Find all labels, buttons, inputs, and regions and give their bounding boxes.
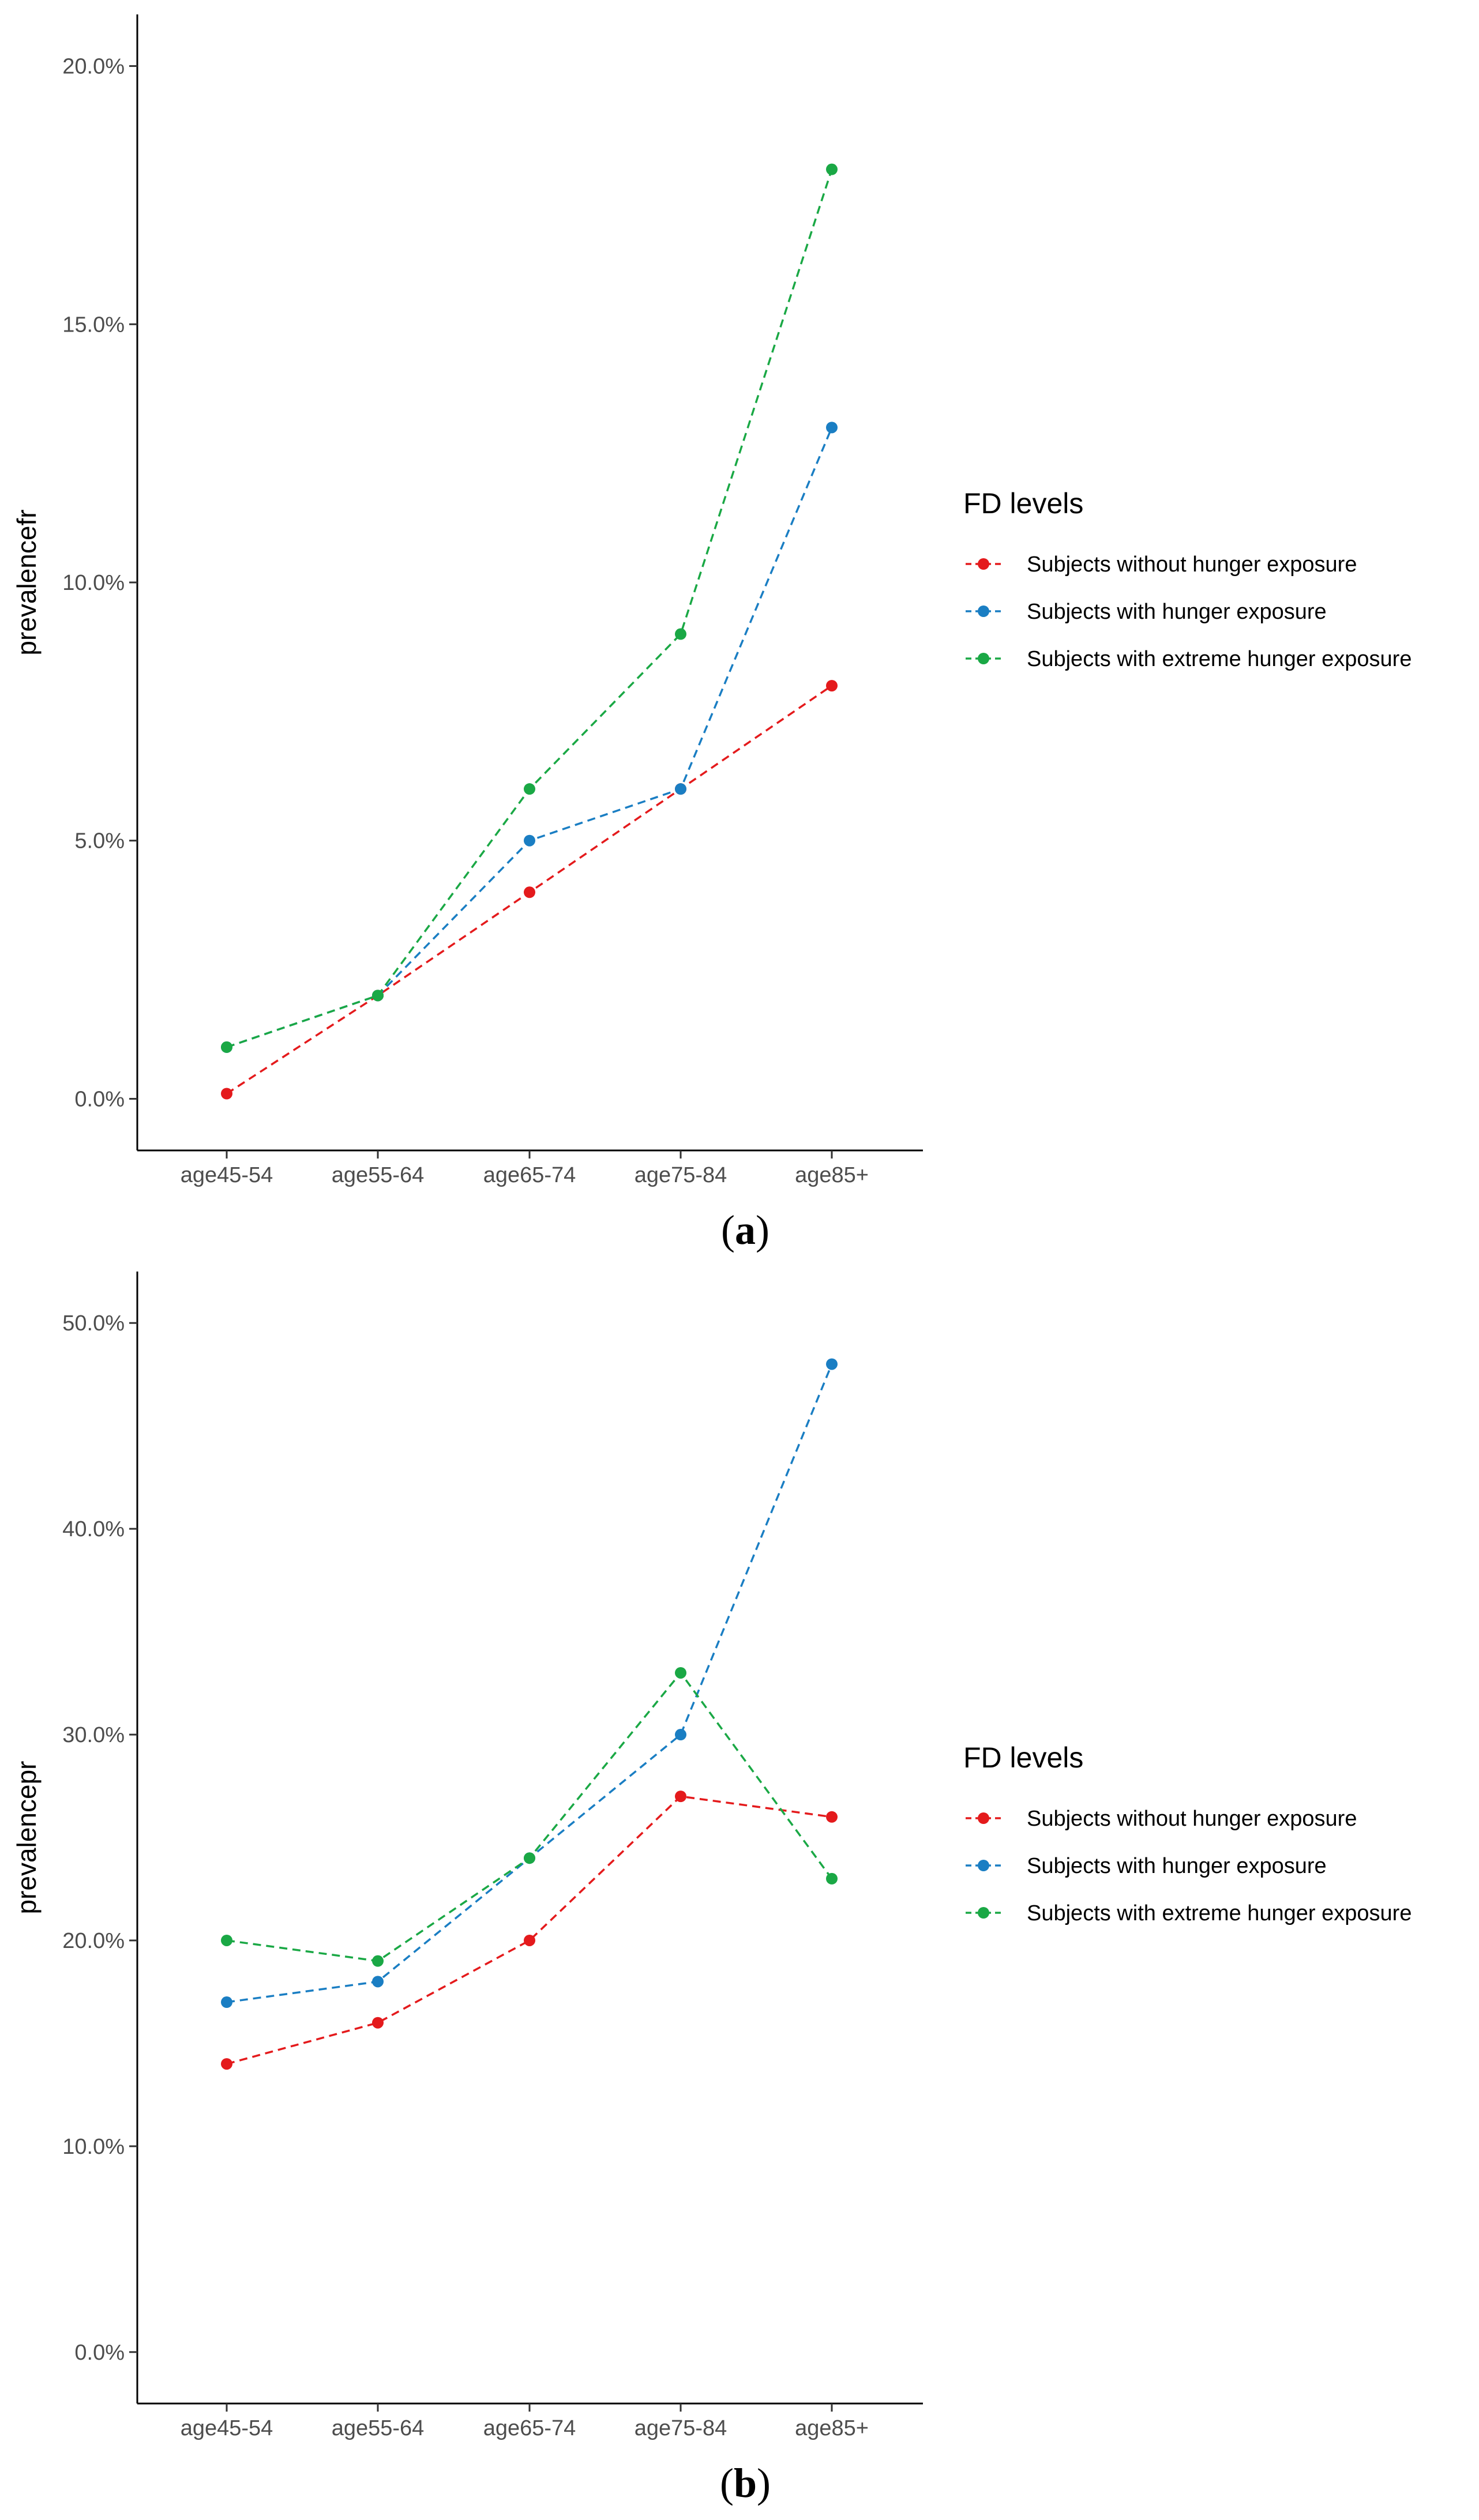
series-line: [226, 169, 833, 1048]
x-tick-label: age65-74: [483, 1163, 576, 1187]
x-tick-label: age45-54: [181, 1163, 273, 1187]
legend-entry-label: Subjects with extreme hunger exposure: [1027, 647, 1412, 671]
x-tick-label: age85+: [795, 1163, 869, 1187]
x-tick-label: age65-74: [483, 2416, 576, 2440]
data-point: [826, 163, 838, 175]
legend: FD levels Subjects without hunger exposur…: [963, 487, 1412, 671]
series-line: [226, 1795, 832, 2065]
data-point: [524, 1934, 535, 1946]
data-point: [675, 1667, 686, 1679]
data-point: [221, 1088, 232, 1100]
series-line: [226, 427, 833, 1048]
y-tick-label: 0.0%: [74, 1087, 125, 1111]
legend-key-point: [978, 1812, 989, 1824]
data-point: [221, 1041, 232, 1053]
data-point: [372, 2017, 384, 2029]
series-line: [226, 1671, 833, 1962]
data-point: [524, 783, 535, 795]
legend-entry-label: Subjects with hunger exposure: [1027, 1854, 1327, 1878]
y-axis-title: prevalencefr: [12, 509, 42, 655]
data-point: [221, 1996, 232, 2009]
legend-title: FD levels: [963, 1742, 1083, 1774]
series-line: [226, 1363, 833, 2003]
data-point: [675, 783, 686, 795]
y-tick-label: 40.0%: [62, 1517, 125, 1541]
y-tick-label: 20.0%: [62, 55, 125, 79]
legend-key-point: [978, 558, 989, 570]
x-tick-label: age55-64: [332, 1163, 425, 1187]
y-tick-label: 50.0%: [62, 1311, 125, 1336]
y-tick-label: 20.0%: [62, 1929, 125, 1953]
y-tick-label: 5.0%: [74, 829, 125, 853]
y-tick-label: 15.0%: [62, 313, 125, 337]
chart-panel-a: 0.0% 5.0% 10.0% 15.0% 20.0% age45-54 age55-64 a…: [12, 14, 1412, 1253]
data-point: [826, 1358, 838, 1370]
legend-key-point: [978, 1907, 989, 1919]
legend-title: FD levels: [963, 487, 1083, 520]
legend-key-point: [978, 1860, 989, 1871]
legend-entry-label: Subjects with extreme hunger exposure: [1027, 1901, 1412, 1925]
data-point: [826, 1811, 838, 1823]
x-tick-label: age75-84: [635, 2416, 727, 2440]
x-tick-label: age45-54: [181, 2416, 273, 2440]
data-point: [372, 1976, 384, 1988]
data-point: [826, 422, 838, 434]
x-tick-label: age75-84: [635, 1163, 727, 1187]
y-tick-label: 0.0%: [74, 2341, 125, 2365]
legend-key-point: [978, 605, 989, 617]
data-point: [524, 1852, 535, 1864]
y-tick-label: 10.0%: [62, 2135, 125, 2159]
legend: FD levels Subjects without hunger exposur…: [963, 1742, 1412, 1925]
legend-entry-label: Subjects with hunger exposure: [1027, 600, 1327, 624]
legend-key-point: [978, 653, 989, 664]
panel-label: (b): [720, 2460, 771, 2506]
data-point: [675, 1791, 686, 1803]
x-tick-label: age85+: [795, 2416, 869, 2440]
panel-label: (a): [721, 1207, 769, 1253]
data-point: [372, 990, 384, 1002]
x-tick-label: age55-64: [332, 2416, 425, 2440]
data-point: [675, 1729, 686, 1741]
y-tick-label: 10.0%: [62, 571, 125, 595]
legend-entry-label: Subjects without hunger exposure: [1027, 552, 1357, 577]
data-point: [221, 1934, 232, 1946]
data-point: [524, 834, 535, 847]
y-axis-title: prevalencepr: [12, 1761, 42, 1915]
data-point: [826, 680, 838, 692]
data-point: [826, 1872, 838, 1885]
data-point: [675, 628, 686, 640]
chart-panel-b: 0.0% 10.0% 20.0% 30.0% 40.0% 50.0% age45-54 age…: [12, 1272, 1412, 2506]
data-point: [372, 1955, 384, 1967]
data-point: [221, 2058, 232, 2070]
legend-entry-label: Subjects without hunger exposure: [1027, 1807, 1357, 1831]
data-point: [524, 886, 535, 898]
y-tick-label: 30.0%: [62, 1723, 125, 1747]
